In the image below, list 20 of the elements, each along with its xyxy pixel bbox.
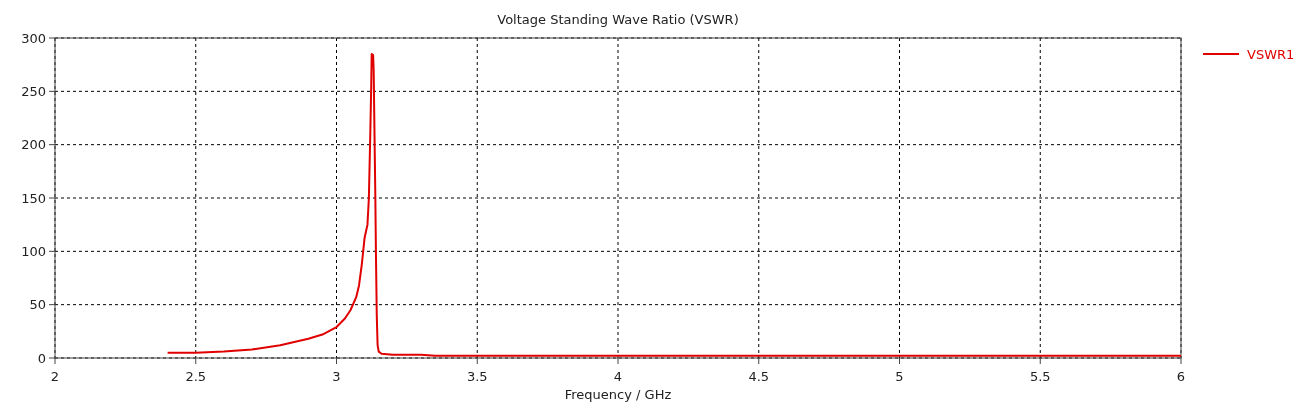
x-tick-label: 4.5 [748,369,770,384]
y-tick-label: 300 [21,30,46,46]
x-tick-label: 5.5 [1029,369,1051,384]
x-tick-label: 3 [332,369,341,384]
x-tick-label: 2 [50,369,60,384]
y-tick-label: 100 [21,243,46,259]
x-tick-label: 5 [895,369,904,384]
x-tick-label: 2.5 [185,369,207,384]
y-tick-label: 0 [37,350,46,366]
x-tick-label: 6 [1176,369,1186,384]
y-tick-label: 200 [21,137,46,153]
y-tick-label: 50 [29,297,46,313]
line-series [166,53,1182,357]
chart-title: Voltage Standing Wave Ratio (VSWR) [497,12,739,27]
y-tick-label: 150 [21,190,46,206]
legend-label: VSWR1 [1247,46,1295,62]
x-tick-label: 4 [613,369,623,384]
y-tick-label: 250 [21,83,46,99]
x-tick-label: 3.5 [466,369,488,384]
x-axis-title: Frequency / GHz [564,387,672,402]
